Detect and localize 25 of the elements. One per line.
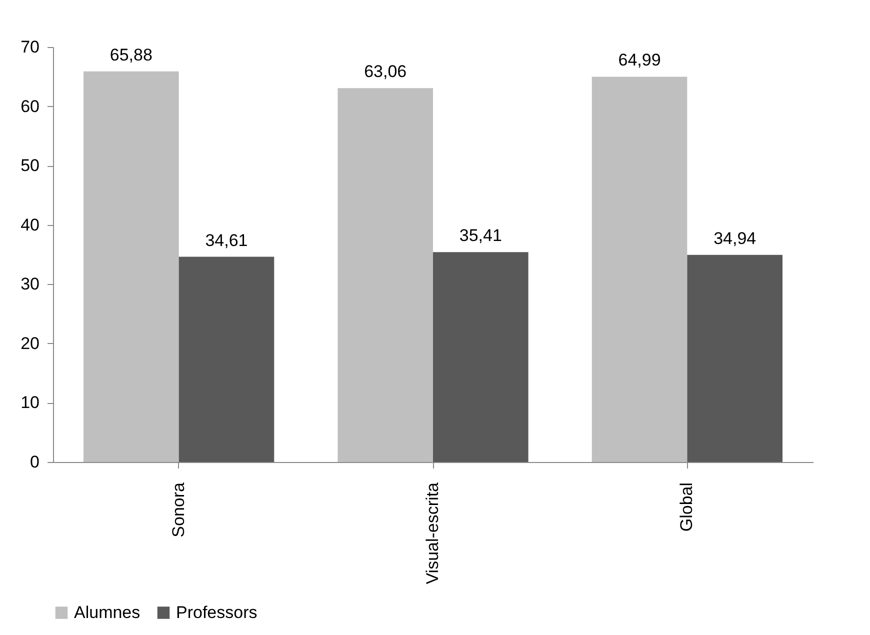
y-tick-label: 10 xyxy=(20,393,40,412)
legend-label: Professors xyxy=(176,602,258,622)
data-label: 63,06 xyxy=(364,62,407,82)
bar xyxy=(433,252,528,462)
data-label: 34,94 xyxy=(714,228,756,248)
y-tick-label: 40 xyxy=(20,215,40,234)
y-tick-label: 60 xyxy=(20,96,40,116)
y-tick-label: 0 xyxy=(30,452,40,472)
data-label: 65,88 xyxy=(110,45,152,64)
y-tick-label: 30 xyxy=(20,274,40,294)
x-tick-label: Visual-escrita xyxy=(423,482,442,584)
x-tick-label: Sonora xyxy=(168,482,188,538)
data-label: 64,99 xyxy=(618,50,661,70)
x-tick-label: Global xyxy=(677,482,696,532)
bar xyxy=(592,76,688,462)
data-label: 34,61 xyxy=(205,230,248,250)
data-label: 35,41 xyxy=(459,226,502,246)
legend-label: Alumnes xyxy=(74,602,140,622)
y-tick-label: 20 xyxy=(20,334,40,353)
y-tick-label: 70 xyxy=(20,38,40,56)
bar xyxy=(338,88,433,462)
bar xyxy=(687,254,782,462)
y-tick-label: 50 xyxy=(20,156,40,176)
bar xyxy=(84,71,179,462)
bar xyxy=(178,256,274,462)
